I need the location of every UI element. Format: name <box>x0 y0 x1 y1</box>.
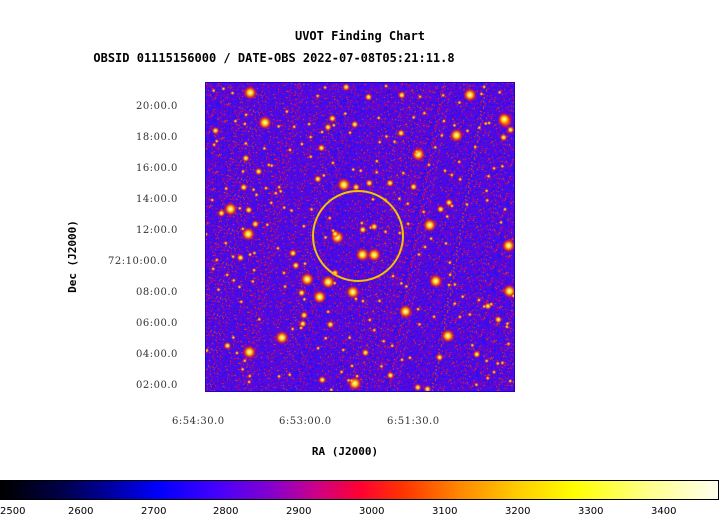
y-tick-label: 20:00.0 <box>136 101 178 112</box>
y-tick-label: 02:00.0 <box>136 380 178 391</box>
y-axis-label: Dec (J2000) <box>65 220 79 293</box>
x-axis-label: RA (J2000) <box>311 445 379 458</box>
colorbar <box>0 480 719 500</box>
colorbar-tick-label: 2900 <box>286 506 312 517</box>
chart-subtitle: OBSID 01115156000 / DATE-OBS 2022-07-08T… <box>93 51 455 65</box>
x-tick-label: 6:53:00.0 <box>279 416 332 427</box>
colorbar-tick-label: 2600 <box>68 506 94 517</box>
y-tick-label: 72:10:00.0 <box>108 256 168 267</box>
chart-title: UVOT Finding Chart <box>294 29 426 43</box>
colorbar-tick-label: 2800 <box>213 506 239 517</box>
source-region-circle <box>312 190 404 282</box>
x-tick-label: 6:51:30.0 <box>387 416 440 427</box>
y-tick-label: 12:00.0 <box>136 225 178 236</box>
y-tick-label: 08:00.0 <box>136 287 178 298</box>
y-tick-label: 16:00.0 <box>136 163 178 174</box>
colorbar-tick-label: 2700 <box>141 506 167 517</box>
x-tick-label: 6:54:30.0 <box>172 416 225 427</box>
colorbar-tick-label: 2500 <box>0 506 26 517</box>
y-tick-label: 04:00.0 <box>136 349 178 360</box>
colorbar-tick-label: 3300 <box>578 506 604 517</box>
y-tick-label: 06:00.0 <box>136 318 178 329</box>
sky-image[interactable] <box>205 82 515 392</box>
colorbar-tick-label: 3100 <box>432 506 458 517</box>
y-tick-label: 14:00.0 <box>136 194 178 205</box>
colorbar-tick-label: 3400 <box>651 506 677 517</box>
colorbar-tick-label: 3200 <box>505 506 531 517</box>
colorbar-tick-label: 3000 <box>359 506 385 517</box>
y-tick-label: 18:00.0 <box>136 132 178 143</box>
